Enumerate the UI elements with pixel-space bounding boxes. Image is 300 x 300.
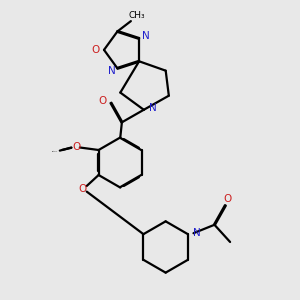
Text: O: O [79, 184, 87, 194]
Text: N: N [149, 103, 156, 113]
Text: N: N [193, 228, 200, 238]
Text: O: O [224, 194, 232, 204]
Text: CH₃: CH₃ [129, 11, 146, 20]
Text: O: O [92, 45, 100, 55]
Text: O: O [98, 96, 106, 106]
Text: O: O [72, 142, 80, 152]
Text: methoxy: methoxy [52, 151, 58, 152]
Text: N: N [108, 67, 116, 76]
Text: N: N [142, 31, 150, 41]
